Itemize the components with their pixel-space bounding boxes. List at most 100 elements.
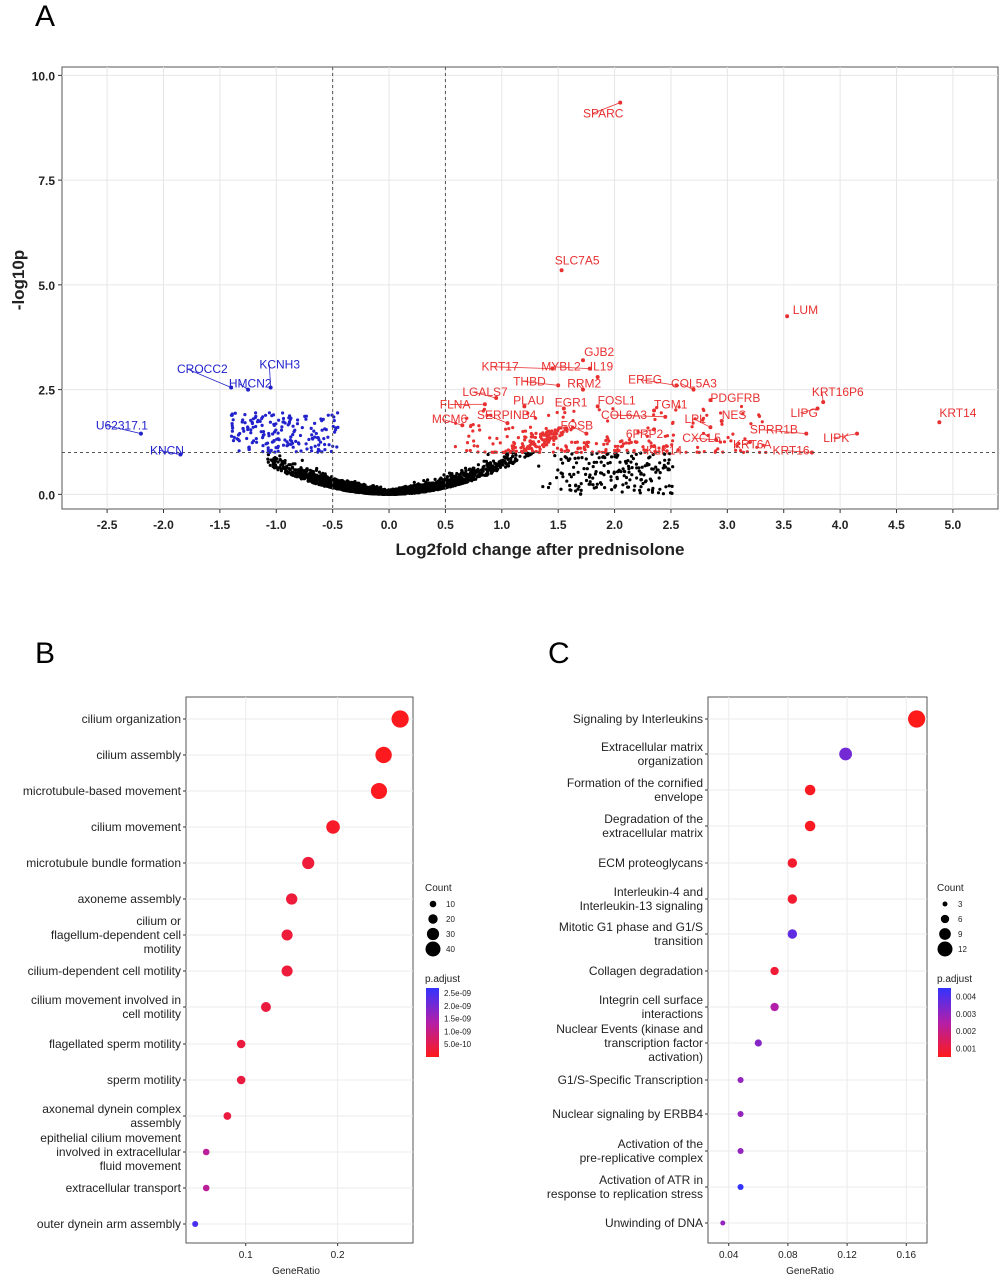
volcano-point bbox=[422, 490, 426, 494]
volcano-point bbox=[547, 438, 552, 442]
volcano-label-leader bbox=[638, 378, 677, 386]
volcano-point-down bbox=[246, 427, 250, 432]
volcano-point bbox=[287, 467, 291, 471]
term-label: involved in extracellular bbox=[56, 1145, 181, 1159]
dot bbox=[375, 746, 392, 764]
dot bbox=[787, 858, 798, 868]
volcano-point-up bbox=[542, 433, 547, 437]
dot bbox=[260, 1002, 271, 1012]
term-label: response to replication stress bbox=[547, 1187, 703, 1201]
volcano-point-down bbox=[277, 418, 281, 422]
go-dotplot-area bbox=[185, 696, 414, 1244]
volcano-point-down bbox=[254, 437, 258, 441]
volcano-point-up bbox=[757, 413, 761, 417]
volcano-point bbox=[441, 478, 445, 482]
volcano-point-down bbox=[262, 433, 266, 437]
volcano-point bbox=[593, 472, 598, 476]
volcano-point bbox=[637, 469, 641, 473]
volcano-point-up bbox=[465, 416, 469, 420]
volcano-point-up bbox=[510, 446, 515, 450]
volcano-label-leader bbox=[105, 425, 142, 434]
volcano-point bbox=[501, 463, 505, 467]
volcano-point-up bbox=[507, 427, 511, 431]
volcano-point bbox=[599, 460, 603, 464]
volcano-point bbox=[588, 480, 592, 484]
volcano-point bbox=[321, 479, 325, 483]
term-label: Mitotic G1 phase and G1/S bbox=[559, 920, 703, 934]
volcano-point bbox=[464, 472, 468, 476]
volcano-plot-area bbox=[61, 66, 999, 510]
volcano-point bbox=[374, 490, 378, 494]
dot bbox=[192, 1220, 199, 1228]
volcano-gene-label: MCM6 bbox=[432, 412, 468, 426]
volcano-x-tick-label: 3.5 bbox=[775, 518, 792, 532]
volcano-point-down bbox=[241, 426, 245, 431]
volcano-point-up bbox=[734, 448, 738, 452]
volcano-point-up bbox=[586, 444, 590, 449]
volcano-point-down bbox=[323, 427, 327, 431]
volcano-point-labeled bbox=[785, 314, 790, 319]
volcano-point bbox=[559, 457, 563, 461]
volcano-point-down bbox=[291, 445, 295, 449]
volcano-gene-label: COL5A3 bbox=[671, 377, 717, 391]
volcano-point bbox=[457, 473, 461, 477]
volcano-point bbox=[657, 476, 661, 480]
term-label: flagellum-dependent cell bbox=[51, 928, 181, 942]
volcano-point bbox=[467, 473, 471, 477]
volcano-y-tick-label: 5.0 bbox=[38, 279, 55, 293]
volcano-point bbox=[445, 475, 450, 479]
volcano-point-up bbox=[632, 448, 636, 453]
volcano-point bbox=[661, 448, 665, 452]
volcano-point-down bbox=[259, 430, 263, 434]
dot bbox=[737, 1076, 744, 1084]
volcano-point-up bbox=[620, 444, 625, 448]
volcano-point-up bbox=[606, 419, 610, 423]
legend-padjust-label: 0.002 bbox=[956, 1027, 977, 1036]
volcano-point bbox=[658, 487, 662, 491]
volcano-point bbox=[591, 465, 595, 469]
legend-padjust-label: 2.0e-09 bbox=[444, 1002, 472, 1011]
volcano-point bbox=[280, 459, 284, 463]
volcano-point bbox=[667, 458, 671, 462]
volcano-point bbox=[424, 480, 428, 484]
volcano-point-up bbox=[743, 437, 747, 441]
reactome-x-axis-title: GeneRatio bbox=[786, 1266, 834, 1277]
volcano-gene-label: KRT17 bbox=[482, 360, 519, 374]
volcano-point-up bbox=[645, 434, 650, 438]
volcano-point-up bbox=[504, 427, 508, 431]
volcano-point-down bbox=[281, 420, 285, 424]
dot bbox=[286, 893, 298, 905]
volcano-point-up bbox=[662, 445, 666, 449]
dot bbox=[737, 1147, 744, 1155]
volcano-label-leader bbox=[759, 429, 807, 434]
legend-padjust-label: 1.0e-09 bbox=[444, 1027, 472, 1036]
volcano-gene-label: RRM2 bbox=[567, 377, 601, 391]
volcano-point-down bbox=[316, 436, 320, 440]
legend-count-label: 10 bbox=[446, 900, 455, 909]
volcano-point bbox=[666, 461, 670, 465]
volcano-point-down bbox=[332, 419, 336, 423]
volcano-point-down bbox=[288, 438, 292, 442]
volcano-point bbox=[633, 484, 637, 488]
volcano-point bbox=[476, 474, 480, 478]
volcano-point bbox=[322, 474, 326, 478]
volcano-point-down bbox=[231, 426, 235, 430]
volcano-gene-label: LUM bbox=[793, 303, 818, 317]
volcano-point-down bbox=[317, 443, 321, 447]
volcano-gene-label: TGM1 bbox=[654, 397, 688, 411]
volcano-point-up bbox=[597, 408, 601, 412]
volcano-gene-label: EREG bbox=[628, 372, 662, 386]
volcano-point bbox=[497, 464, 501, 468]
volcano-point bbox=[556, 468, 560, 472]
term-label: outer dynein arm assembly bbox=[37, 1217, 181, 1231]
volcano-point bbox=[329, 478, 333, 482]
volcano-point bbox=[302, 477, 306, 481]
volcano-point-up bbox=[670, 443, 674, 447]
volcano-point bbox=[621, 483, 625, 487]
volcano-gene-label: SPRR1B bbox=[750, 423, 798, 437]
volcano-point-up bbox=[720, 422, 724, 426]
volcano-point-down bbox=[268, 420, 272, 424]
go-x-ticks: 0.1 0.2 bbox=[239, 1243, 345, 1261]
term-label: epithelial cilium movement bbox=[40, 1131, 181, 1145]
